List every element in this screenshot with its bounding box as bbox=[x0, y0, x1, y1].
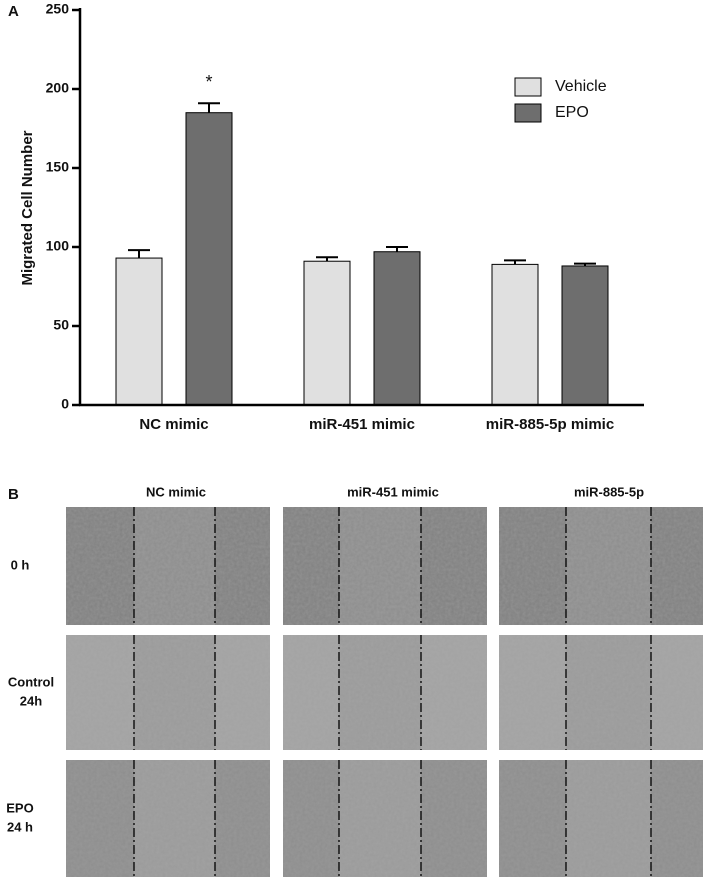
legend-label: Vehicle bbox=[555, 78, 607, 95]
legend-swatch bbox=[514, 77, 542, 97]
bar bbox=[491, 263, 539, 406]
y-tick-label: 100 bbox=[46, 238, 70, 254]
y-tick-label: 150 bbox=[46, 159, 70, 175]
panel-label: B bbox=[8, 486, 19, 503]
cell-texture bbox=[66, 507, 270, 625]
cell-texture bbox=[499, 507, 703, 625]
row-label: 0 h bbox=[11, 557, 30, 572]
row-label: 24h bbox=[20, 693, 42, 708]
y-tick-label: 250 bbox=[46, 1, 70, 17]
column-header: miR-885-5p bbox=[574, 484, 644, 499]
legend-label: EPO bbox=[555, 104, 589, 121]
legend-swatch bbox=[514, 103, 542, 123]
annotation: * bbox=[205, 72, 212, 92]
bar bbox=[185, 112, 233, 406]
bar bbox=[303, 260, 351, 406]
x-tick-label: miR-451 mimic bbox=[309, 416, 415, 433]
bar bbox=[115, 257, 163, 406]
y-axis-label: Migrated Cell Number bbox=[19, 130, 36, 285]
column-header: miR-451 mimic bbox=[347, 484, 439, 499]
cell-texture bbox=[283, 635, 487, 750]
cell-texture bbox=[66, 635, 270, 750]
cell-texture bbox=[499, 635, 703, 750]
cell-texture bbox=[283, 507, 487, 625]
y-tick-label: 0 bbox=[61, 396, 69, 412]
cell-texture bbox=[66, 760, 270, 877]
y-tick-label: 200 bbox=[46, 80, 70, 96]
x-tick-label: miR-885-5p mimic bbox=[486, 416, 614, 433]
row-label: 24 h bbox=[7, 819, 33, 834]
row-label: Control bbox=[8, 674, 54, 689]
bar bbox=[561, 265, 609, 406]
cell-texture bbox=[499, 760, 703, 877]
panel-b: NC mimic miR-451 mimic miR-885-5p 0 h Contro… bbox=[6, 484, 703, 877]
x-tick-label: NC mimic bbox=[139, 416, 208, 433]
bar bbox=[373, 251, 421, 406]
y-tick-label: 50 bbox=[53, 317, 69, 333]
row-label: EPO bbox=[6, 800, 33, 815]
column-header: NC mimic bbox=[146, 484, 206, 499]
cell-texture bbox=[283, 760, 487, 877]
panel-label: A bbox=[8, 3, 19, 20]
